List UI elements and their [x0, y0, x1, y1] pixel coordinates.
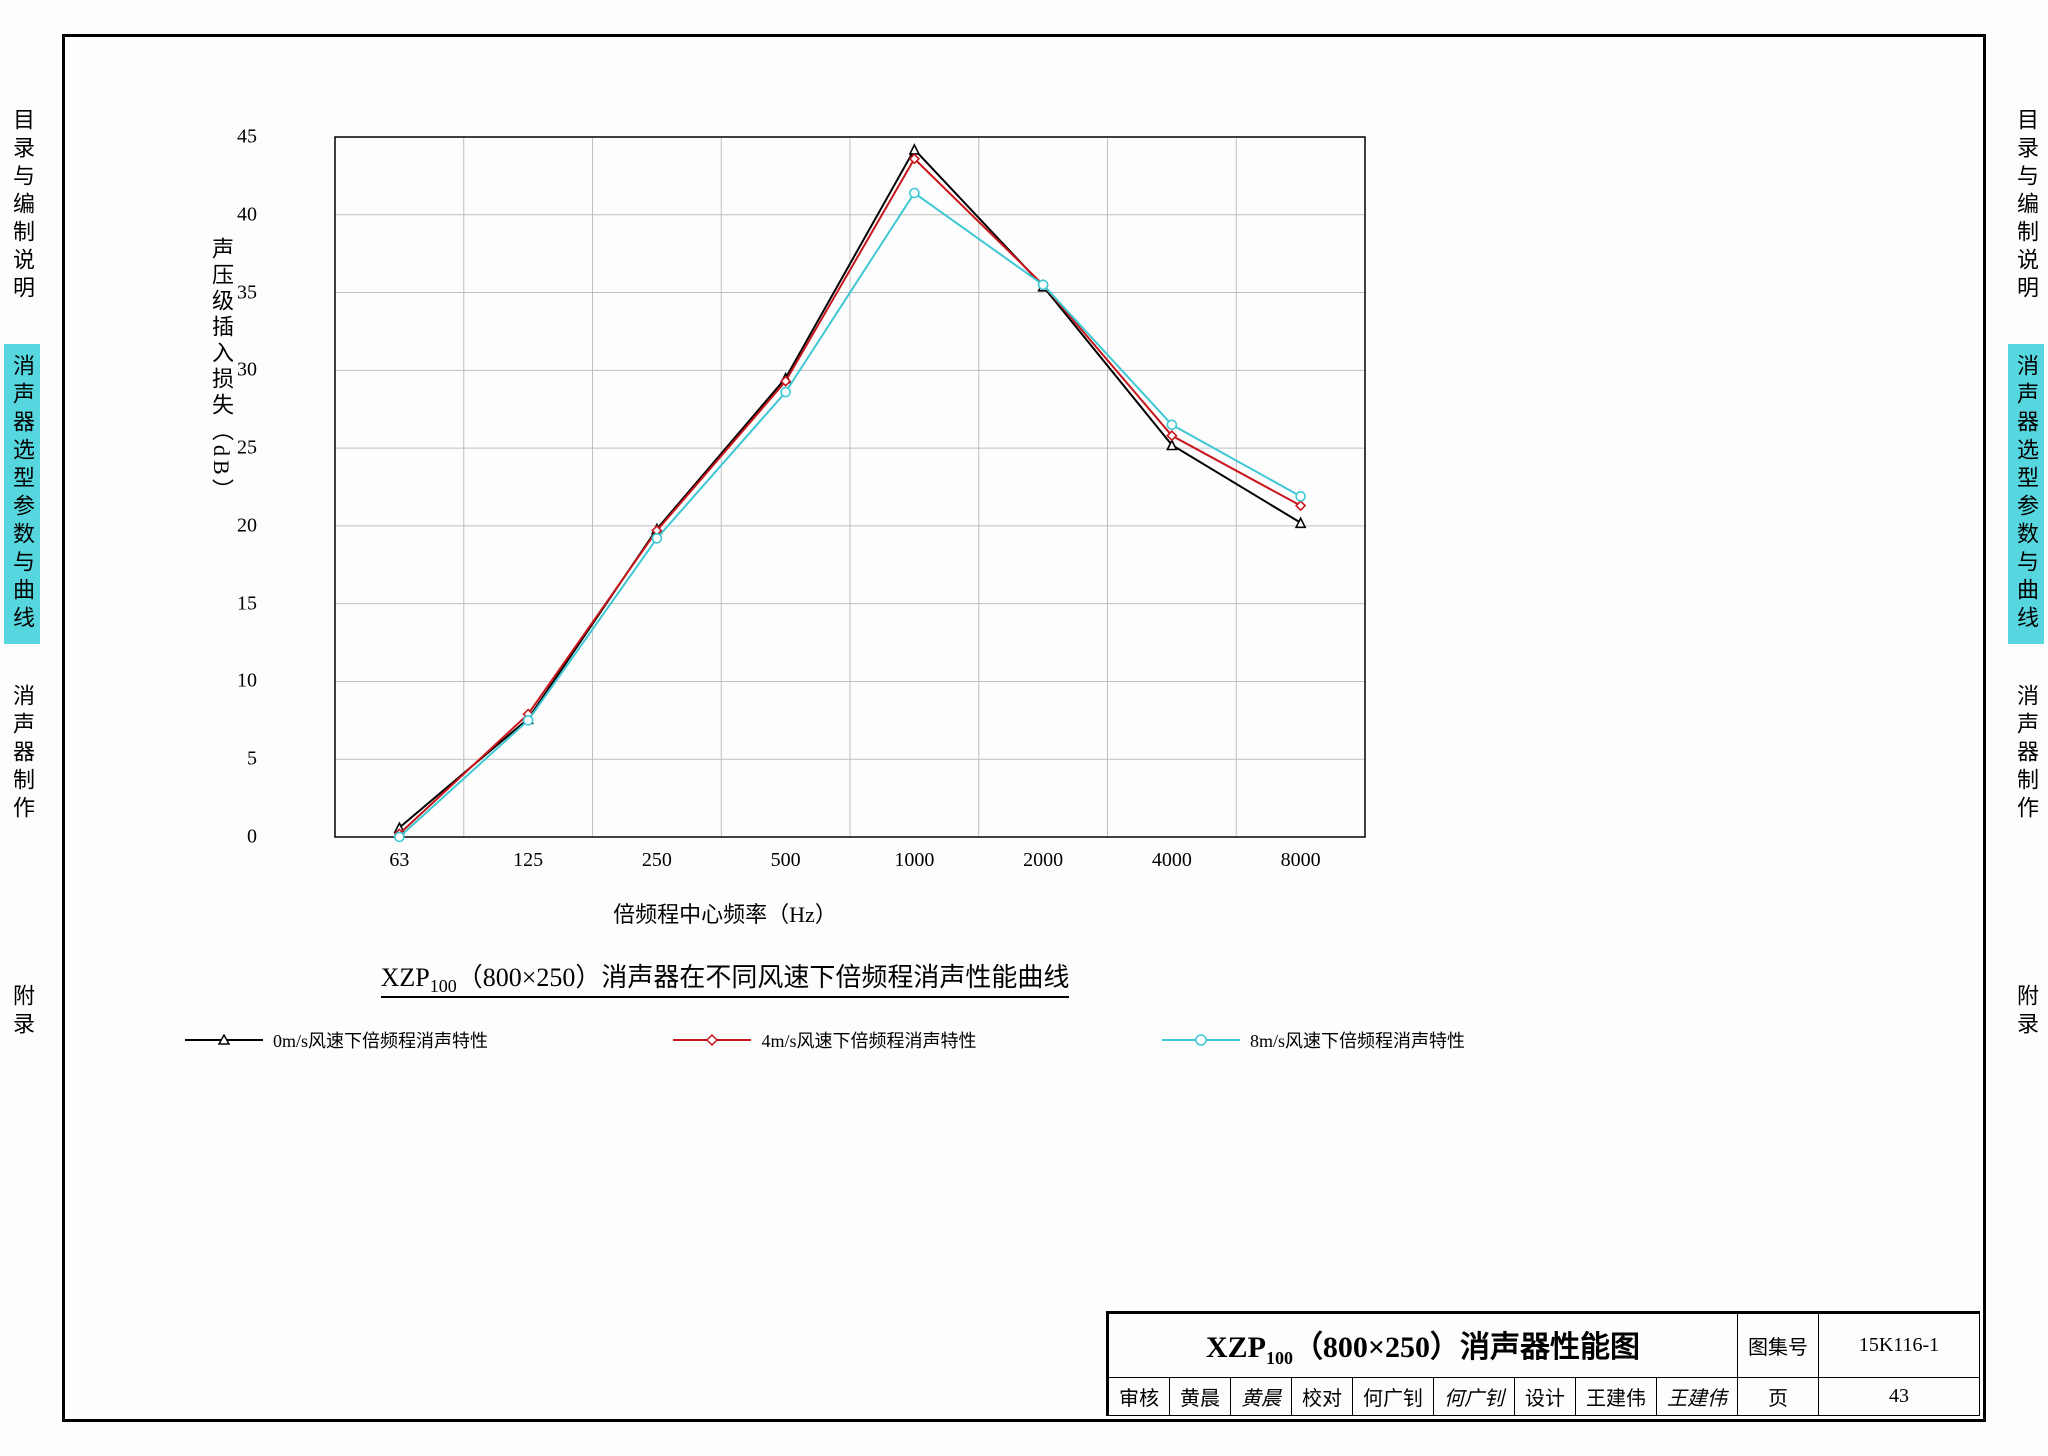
- title-block: XZP100（800×250）消声器性能图 图集号 15K116-1 审核 黄晨…: [1106, 1311, 1980, 1416]
- silencer-performance-chart: [265, 117, 1385, 897]
- x-tick: 2000: [1023, 849, 1063, 872]
- y-tick: 25: [213, 437, 257, 460]
- legend-label-2: 8m/s风速下倍频程消声特性: [1250, 1027, 1465, 1053]
- nav-item-toc: 目录与编制说明: [6, 108, 38, 304]
- nav-item-appendix: 附录: [6, 984, 38, 1040]
- design-sig: 王建伟: [1657, 1378, 1738, 1416]
- chart-caption: XZP100（800×250）消声器在不同风速下倍频程消声性能曲线: [65, 957, 1385, 997]
- y-tick: 45: [213, 126, 257, 149]
- nav-item-make: 消声器制作: [6, 684, 38, 824]
- review-label: 审核: [1109, 1378, 1170, 1416]
- y-tick: 5: [213, 748, 257, 771]
- x-axis-label: 倍频程中心频率（Hz）: [65, 897, 1385, 929]
- y-tick: 20: [213, 514, 257, 537]
- legend-item-2: 8m/s风速下倍频程消声特性: [1162, 1027, 1465, 1053]
- caption-sub: 100: [430, 976, 457, 996]
- caption-prefix: XZP: [381, 963, 430, 992]
- drawing-frame: 声压级插入损失（dB） 倍频程中心频率（Hz） XZP100（800×250）消…: [62, 34, 1986, 1422]
- check-label: 校对: [1292, 1378, 1353, 1416]
- page-value: 43: [1819, 1378, 1980, 1416]
- nav-item-make-r: 消声器制作: [2010, 684, 2042, 824]
- legend-label-0: 0m/s风速下倍频程消声特性: [273, 1027, 488, 1053]
- review-sig: 黄晨: [1231, 1378, 1292, 1416]
- x-tick: 8000: [1281, 849, 1321, 872]
- x-tick: 125: [513, 849, 543, 872]
- page-root: 目录与编制说明 消声器选型参数与曲线 消声器制作 附录 目录与编制说明 消声器选…: [0, 0, 2048, 1456]
- y-tick: 10: [213, 670, 257, 693]
- nav-item-toc-r: 目录与编制说明: [2010, 108, 2042, 304]
- y-tick: 40: [213, 203, 257, 226]
- x-tick: 1000: [894, 849, 934, 872]
- x-tick: 500: [771, 849, 801, 872]
- legend-item-1: 4m/s风速下倍频程消声特性: [673, 1027, 976, 1053]
- design-name: 王建伟: [1576, 1378, 1657, 1416]
- y-tick: 0: [213, 826, 257, 849]
- left-nav: 目录与编制说明 消声器选型参数与曲线 消声器制作 附录: [0, 90, 44, 1290]
- code-label: 图集号: [1738, 1314, 1819, 1378]
- nav-item-curves-r: 消声器选型参数与曲线: [2008, 344, 2044, 644]
- caption-rest: （800×250）消声器在不同风速下倍频程消声性能曲线: [457, 963, 1070, 992]
- x-tick: 63: [389, 849, 409, 872]
- titleblock-title: XZP100（800×250）消声器性能图: [1109, 1314, 1738, 1378]
- legend-item-0: 0m/s风速下倍频程消声特性: [185, 1027, 488, 1053]
- code-value: 15K116-1: [1819, 1314, 1980, 1378]
- x-tick: 4000: [1152, 849, 1192, 872]
- page-label: 页: [1738, 1378, 1819, 1416]
- y-tick: 35: [213, 281, 257, 304]
- check-name: 何广钊: [1353, 1378, 1434, 1416]
- review-name: 黄晨: [1170, 1378, 1231, 1416]
- check-sig: 何广钊: [1434, 1378, 1515, 1416]
- x-tick: 250: [642, 849, 672, 872]
- y-tick: 30: [213, 359, 257, 382]
- nav-item-appendix-r: 附录: [2010, 984, 2042, 1040]
- nav-item-curves: 消声器选型参数与曲线: [4, 344, 40, 644]
- chart-legend: 0m/s风速下倍频程消声特性 4m/s风速下倍频程消声特性 8m/s风速下倍频程…: [185, 1027, 1465, 1053]
- right-nav: 目录与编制说明 消声器选型参数与曲线 消声器制作 附录: [2004, 90, 2048, 1290]
- legend-label-1: 4m/s风速下倍频程消声特性: [761, 1027, 976, 1053]
- design-label: 设计: [1515, 1378, 1576, 1416]
- y-tick: 15: [213, 592, 257, 615]
